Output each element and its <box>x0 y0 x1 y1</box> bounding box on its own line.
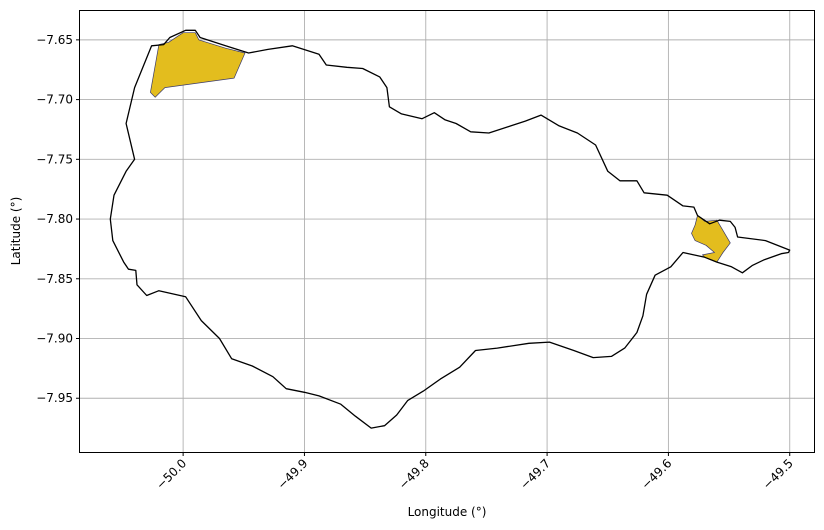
tick-layer: −50.0 −49.9 −49.8 −49.7 −49.6 −49.5 −7.65 −7.70… <box>36 33 796 492</box>
x-tick-label: −49.6 <box>639 456 675 492</box>
highlighted-area <box>150 33 245 98</box>
y-tick-label: −7.90 <box>36 332 73 346</box>
region-boundary <box>110 30 789 428</box>
y-tick-label: −7.85 <box>36 272 73 286</box>
y-axis-label: Latitude (°) <box>9 197 23 266</box>
y-tick-label: −7.80 <box>36 212 73 226</box>
x-tick-label: −49.5 <box>760 456 796 492</box>
x-axis-label: Longitude (°) <box>408 505 487 519</box>
x-tick-label: −49.8 <box>396 456 432 492</box>
y-tick-label: −7.75 <box>36 152 73 166</box>
y-tick-label: −7.70 <box>36 93 73 107</box>
x-tick-label: −49.9 <box>275 456 311 492</box>
y-tick-label: −7.95 <box>36 391 73 405</box>
shape-layer <box>110 30 789 428</box>
y-tick-label: −7.65 <box>36 33 73 47</box>
x-tick-label: −50.0 <box>153 456 189 492</box>
x-tick-label: −49.7 <box>517 456 553 492</box>
